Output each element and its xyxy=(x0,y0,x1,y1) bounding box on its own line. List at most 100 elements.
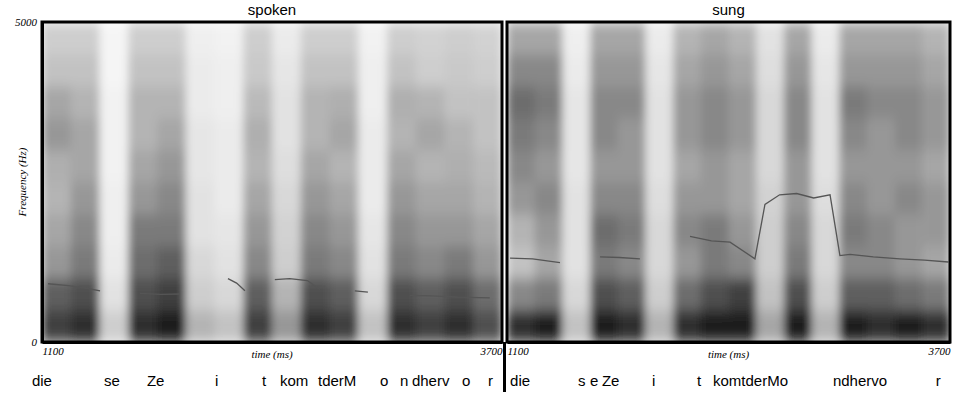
spectrogram-cell xyxy=(358,118,387,151)
x-tick: 3700 xyxy=(480,342,504,357)
spectrogram-cell xyxy=(812,246,840,279)
syllable-label: se xyxy=(104,372,120,389)
spectrogram-cell xyxy=(186,278,215,311)
spectrogram-cell xyxy=(358,214,387,247)
spectrogram-cell xyxy=(473,86,502,119)
spectrogram-cell xyxy=(701,246,729,279)
spectrogram-cell xyxy=(330,310,359,342)
spectrogram-cell xyxy=(473,54,502,87)
spectrogram-cell xyxy=(812,150,840,183)
spectrogram-cell xyxy=(756,182,784,215)
spectrogram-cell xyxy=(445,214,474,247)
spectrogram-cell xyxy=(618,246,646,279)
spectrogram-cell xyxy=(812,22,840,55)
spectrogram-cell xyxy=(645,22,673,55)
syllable-label: n xyxy=(400,372,408,389)
spectrogram-cell xyxy=(243,246,272,279)
spectrogram-cell xyxy=(416,150,445,183)
plot-frame xyxy=(42,22,502,342)
spectrogram-cell xyxy=(71,214,100,247)
spectrogram-cell xyxy=(784,214,812,247)
spectrogram-cell xyxy=(701,278,729,311)
spectrogram-cell xyxy=(756,118,784,151)
spectrogram-cell xyxy=(301,86,330,119)
spectrogram-cell xyxy=(358,150,387,183)
spectrogram-cell xyxy=(729,310,757,342)
spectrogram-cell xyxy=(867,182,895,215)
syllable-label: ndhervo xyxy=(833,372,887,389)
spectrogram-cell xyxy=(645,150,673,183)
spectrogram-cell xyxy=(729,86,757,119)
spectrogram-cell xyxy=(729,150,757,183)
spectrogram-cell xyxy=(243,278,272,311)
spectrogram-cell xyxy=(895,118,923,151)
spectrogram-cell xyxy=(243,54,272,87)
spectrogram-cell xyxy=(416,182,445,215)
spectrogram-cell xyxy=(416,310,445,342)
spectrogram-cell xyxy=(535,214,563,247)
spectrogram-cell xyxy=(42,182,71,215)
syllable-label: tderM xyxy=(318,372,356,389)
spectrogram-cell xyxy=(618,118,646,151)
spectrogram-cell xyxy=(507,86,535,119)
spectrogram-cell xyxy=(445,54,474,87)
spectrogram-cell xyxy=(839,54,867,87)
spectrogram-cell xyxy=(590,118,618,151)
spectrogram-cell xyxy=(358,278,387,311)
spectrogram-cell xyxy=(867,150,895,183)
spectrogram-cell xyxy=(416,278,445,311)
spectrogram-cell xyxy=(562,310,590,342)
spectrogram-cell xyxy=(618,150,646,183)
spectrogram-cell xyxy=(473,118,502,151)
spectrogram-cell xyxy=(562,118,590,151)
spectrogram-cell xyxy=(895,22,923,55)
spectrogram-cell xyxy=(729,22,757,55)
spectrogram-cell xyxy=(535,278,563,311)
spectrogram-cell xyxy=(729,54,757,87)
spectrogram-cell xyxy=(272,86,301,119)
spectrogram-cell xyxy=(839,278,867,311)
spectrogram-cell xyxy=(272,22,301,55)
spectrogram-cell xyxy=(71,22,100,55)
spectrogram-cell xyxy=(645,182,673,215)
spectrogram-cell xyxy=(562,214,590,247)
spectrogram-cell xyxy=(562,150,590,183)
pitch-contour xyxy=(510,194,948,263)
spectrogram-cell xyxy=(839,118,867,151)
spectrogram-cell xyxy=(673,182,701,215)
spectrogram-cell xyxy=(301,182,330,215)
spectrogram-cell xyxy=(128,150,157,183)
spectrogram-cell xyxy=(42,278,71,311)
spectrogram-cell xyxy=(215,246,244,279)
spectrogram-cell xyxy=(186,150,215,183)
spectrogram-cell xyxy=(756,150,784,183)
spectrogram-cell xyxy=(301,310,330,342)
spectrogram-cell xyxy=(618,182,646,215)
y-tick-label: 0 xyxy=(32,336,38,348)
spectrogram-cell xyxy=(756,278,784,311)
spectrogram-cell xyxy=(100,54,129,87)
spectrogram-cell xyxy=(784,310,812,342)
spectrogram-cell xyxy=(243,214,272,247)
spectrogram-cell xyxy=(701,150,729,183)
spectrogram-cell xyxy=(784,182,812,215)
spectrogram-cell xyxy=(330,86,359,119)
spectrogram-cell xyxy=(562,182,590,215)
spectrogram-cell xyxy=(272,214,301,247)
spectrogram-cell xyxy=(590,214,618,247)
spectrogram-cell xyxy=(301,150,330,183)
spectrogram-cell xyxy=(387,278,416,311)
spectrogram-cell xyxy=(416,22,445,55)
spectrogram-cell xyxy=(562,278,590,311)
spectrogram-cell xyxy=(215,22,244,55)
x-axis-title: time (ms) xyxy=(251,348,293,361)
spectrogram-cell xyxy=(215,118,244,151)
syllable-label: Ze xyxy=(147,372,165,389)
spectrogram-cell xyxy=(416,54,445,87)
syllable-label: r xyxy=(488,372,493,389)
spectrogram-cell xyxy=(535,182,563,215)
spectrogram-cell xyxy=(839,182,867,215)
spectrogram-cell xyxy=(645,118,673,151)
spectrogram-cell xyxy=(507,150,535,183)
spectrogram-cell xyxy=(330,22,359,55)
